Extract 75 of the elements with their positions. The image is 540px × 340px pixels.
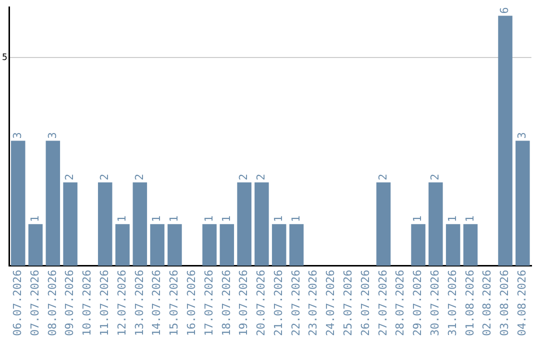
data-label: 1 [220,215,233,222]
data-label: 1 [202,215,216,222]
x-tick-label: 10.07.2026 [80,270,94,336]
bar [10,140,26,266]
bar [463,224,478,266]
data-label: 6 [498,7,512,14]
data-label: 2 [376,174,390,180]
bar [150,224,164,266]
x-tick-label: 30.07.2026 [428,270,442,336]
data-label: 1 [150,215,164,222]
data-label: 2 [254,174,268,180]
data-label: 2 [98,174,111,180]
bar [498,16,512,266]
x-tick-label: 04.08.2026 [516,270,529,336]
bar [46,140,60,266]
x-tick-label: 12.07.2026 [115,270,128,336]
bar [428,182,443,266]
data-label: 3 [10,132,24,139]
data-label: 1 [289,215,302,222]
bar [168,224,182,266]
x-tick-label: 22.07.2026 [289,270,302,336]
x-tick-label: 06.07.2026 [10,270,24,336]
data-label: 2 [237,174,250,180]
x-tick-label: 24.07.2026 [324,270,338,336]
bar [376,182,391,266]
data-label: 1 [168,215,181,222]
bar [446,224,460,266]
data-label: 1 [446,215,459,222]
x-tick-label: 17.07.2026 [202,270,216,336]
x-tick-label: 14.07.2026 [150,270,164,336]
bar [411,224,426,266]
data-label: 1 [28,215,42,222]
x-tick-label: 02.08.2026 [480,270,494,336]
bar [202,224,217,266]
bar [289,224,304,266]
x-tick-label: 03.08.2026 [498,270,512,336]
data-label: 2 [63,174,76,180]
bar [63,182,78,266]
bar [28,224,43,266]
x-tick-label: 16.07.2026 [184,270,198,336]
x-tick-label: 31.07.2026 [446,270,459,336]
x-tick-label: 01.08.2026 [463,270,476,336]
x-tick-label: 25.07.2026 [342,270,355,336]
x-tick-label: 20.07.2026 [254,270,268,336]
bar [132,182,148,266]
x-tick-label: 18.07.2026 [220,270,233,336]
data-label: 2 [132,174,146,180]
y-tick-label: 5 [2,52,8,63]
x-tick-label: 11.07.2026 [98,270,111,336]
bar [516,140,530,266]
data-label: 3 [46,132,59,139]
x-tick-label: 26.07.2026 [358,270,372,336]
x-tick-label: 09.07.2026 [63,270,76,336]
x-tick-label: 27.07.2026 [376,270,390,336]
data-label: 3 [516,132,529,139]
data-label: 2 [428,174,442,180]
x-tick-label: 21.07.2026 [272,270,285,336]
x-tick-label: 19.07.2026 [237,270,250,336]
data-label: 1 [463,215,476,222]
x-tick-label: 13.07.2026 [132,270,146,336]
data-label: 1 [115,215,128,222]
bar [237,182,252,266]
x-tick-label: 07.07.2026 [28,270,42,336]
x-tick-label: 23.07.2026 [306,270,320,336]
bar [220,224,234,266]
x-tick-label: 29.07.2026 [411,270,424,336]
x-tick-label: 15.07.2026 [168,270,181,336]
bar [115,224,130,266]
x-tick-label: 08.07.2026 [46,270,59,336]
data-label: 1 [272,215,285,222]
bar [98,182,112,266]
bar [272,224,286,266]
data-label: 1 [411,215,424,222]
bar [254,182,269,266]
x-tick-label: 28.07.2026 [394,270,407,336]
